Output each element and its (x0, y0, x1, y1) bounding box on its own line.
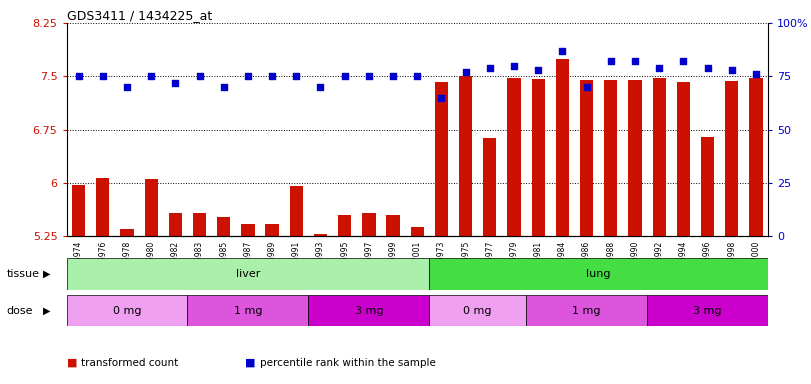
Point (653, 65, 666, 71)
Bar (314, 234, 327, 236)
Bar (290, 187, 303, 236)
Text: ■: ■ (67, 358, 77, 368)
Bar (193, 213, 206, 236)
Bar (483, 138, 496, 236)
Point (363, 73, 375, 79)
Point (266, 73, 279, 79)
Point (725, 67, 738, 73)
Text: tissue: tissue (6, 269, 40, 279)
Point (556, 48, 569, 54)
Text: 1 mg: 1 mg (573, 306, 601, 316)
Point (72, 73, 85, 79)
Bar (429, 295, 526, 326)
Point (677, 58, 690, 65)
Bar (72, 185, 85, 236)
Bar (242, 224, 255, 236)
Bar (629, 80, 642, 236)
Bar (187, 295, 308, 326)
Point (483, 65, 496, 71)
Point (387, 73, 400, 79)
Text: transformed count: transformed count (81, 358, 178, 368)
Bar (459, 76, 472, 236)
Point (193, 73, 206, 79)
Text: 3 mg: 3 mg (354, 306, 383, 316)
Bar (604, 80, 617, 236)
Text: GDS3411 / 1434225_at: GDS3411 / 1434225_at (67, 9, 212, 22)
Bar (531, 79, 545, 236)
Point (97, 73, 109, 79)
Text: 0 mg: 0 mg (463, 306, 492, 316)
Point (604, 58, 617, 65)
Bar (67, 258, 429, 290)
Point (749, 71, 762, 77)
Point (410, 73, 423, 79)
Point (459, 69, 472, 75)
Bar (749, 78, 762, 236)
Bar (647, 295, 768, 326)
Bar (429, 258, 768, 290)
Point (121, 84, 134, 90)
Point (338, 73, 351, 79)
Bar (556, 58, 569, 236)
Bar (508, 78, 521, 236)
Point (314, 84, 327, 90)
Bar (67, 295, 187, 326)
Bar (97, 178, 109, 236)
Text: dose: dose (6, 306, 33, 316)
Text: 0 mg: 0 mg (113, 306, 141, 316)
Bar (725, 81, 738, 236)
Text: percentile rank within the sample: percentile rank within the sample (260, 358, 436, 368)
Bar (653, 78, 666, 236)
Bar (363, 213, 375, 236)
Point (169, 79, 182, 86)
Text: ■: ■ (245, 358, 255, 368)
Point (217, 84, 230, 90)
Bar (580, 80, 593, 236)
Point (435, 94, 448, 101)
Point (580, 84, 593, 90)
Bar (701, 137, 714, 236)
Text: 3 mg: 3 mg (693, 306, 722, 316)
Bar (144, 179, 158, 236)
Text: ▶: ▶ (43, 306, 51, 316)
Bar (169, 214, 182, 236)
Bar (386, 215, 400, 236)
Bar (435, 82, 448, 236)
Bar (338, 215, 351, 236)
Text: 1 mg: 1 mg (234, 306, 262, 316)
Bar (120, 229, 134, 236)
Bar (676, 82, 690, 236)
Text: ▶: ▶ (43, 269, 51, 279)
Point (532, 67, 545, 73)
Point (629, 58, 642, 65)
Point (508, 63, 521, 69)
Bar (265, 224, 279, 236)
Text: liver: liver (236, 269, 260, 279)
Bar (526, 295, 647, 326)
Bar (217, 217, 230, 236)
Point (144, 73, 157, 79)
Bar (308, 295, 429, 326)
Point (701, 65, 714, 71)
Point (290, 73, 303, 79)
Point (242, 73, 255, 79)
Text: lung: lung (586, 269, 611, 279)
Bar (410, 227, 424, 236)
